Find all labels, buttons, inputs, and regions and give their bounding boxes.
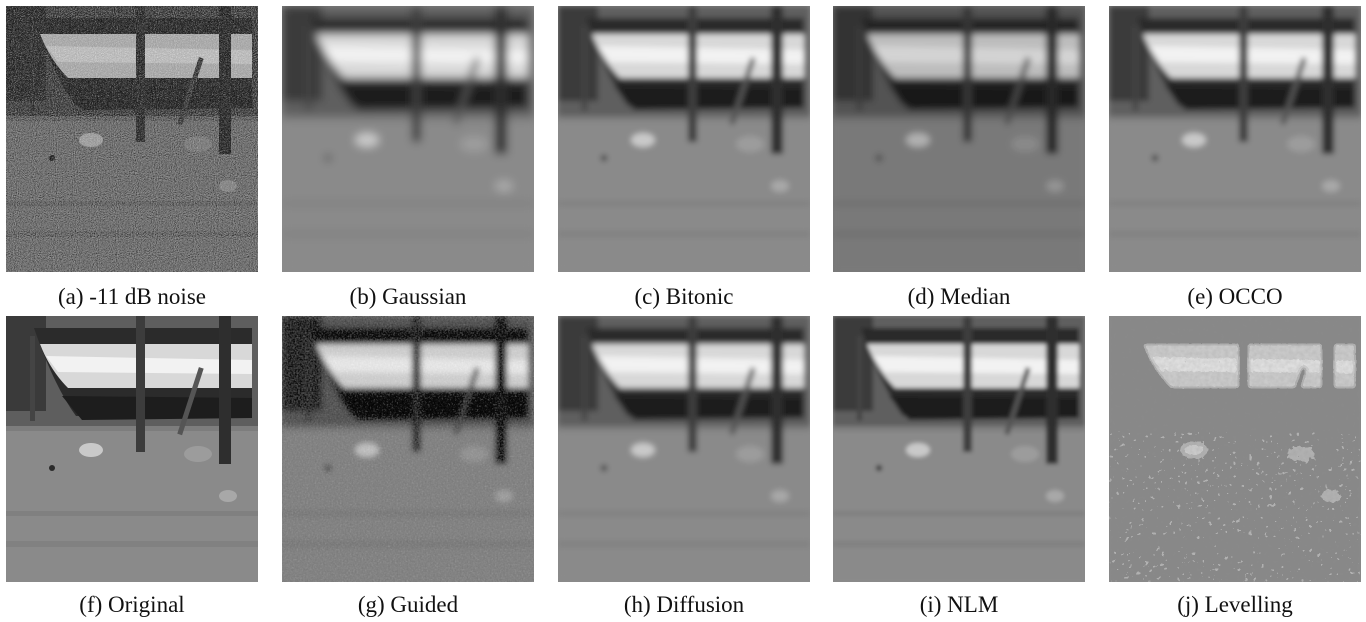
image-gaussian	[282, 6, 534, 272]
scene-image	[6, 316, 258, 582]
caption-diffusion: (h) Diffusion	[623, 592, 745, 617]
image-levelling	[1109, 316, 1361, 582]
scene-image	[1109, 6, 1361, 272]
image-median	[833, 6, 1085, 272]
scene-image	[282, 6, 534, 272]
caption-original: (f) Original	[79, 592, 185, 617]
caption-noisy: (a) -11 dB noise	[58, 284, 206, 309]
caption-gaussian: (b) Gaussian	[349, 284, 467, 309]
scene-image	[282, 316, 534, 582]
caption-nlm: (i) NLM	[919, 592, 999, 617]
caption-levelling: (j) Levelling	[1177, 592, 1293, 617]
scene-image	[833, 316, 1085, 582]
scene-image	[558, 6, 810, 272]
image-occo	[1109, 6, 1361, 272]
image-noisy	[6, 6, 258, 272]
scene-image	[6, 6, 258, 272]
scene-image	[1109, 316, 1361, 582]
image-nlm	[833, 316, 1085, 582]
image-guided	[282, 316, 534, 582]
image-bitonic	[558, 6, 810, 272]
image-original	[6, 316, 258, 582]
caption-guided: (g) Guided	[357, 592, 459, 617]
caption-occo: (e) OCCO	[1187, 284, 1283, 309]
caption-bitonic: (c) Bitonic	[634, 284, 734, 309]
scene-image	[558, 316, 810, 582]
image-diffusion	[558, 316, 810, 582]
caption-median: (d) Median	[907, 284, 1011, 309]
scene-image	[833, 6, 1085, 272]
